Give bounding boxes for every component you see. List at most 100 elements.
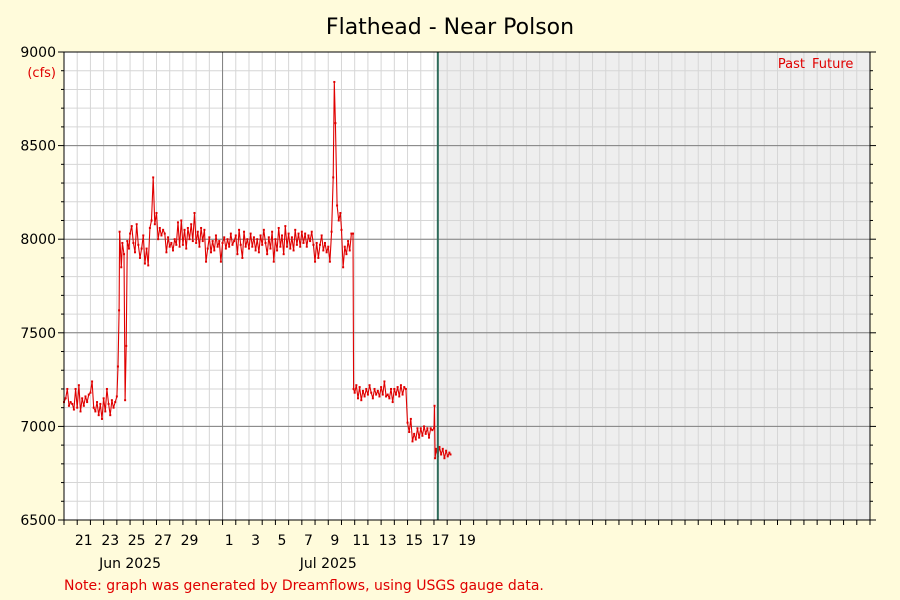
x-tick-label: 13 — [379, 533, 397, 549]
data-point — [376, 389, 379, 392]
data-point — [419, 427, 422, 430]
data-point — [269, 247, 272, 250]
data-point — [279, 245, 282, 248]
data-point — [155, 211, 158, 214]
data-point — [181, 243, 184, 246]
data-point — [355, 384, 358, 387]
data-point — [305, 245, 308, 248]
future-label: Future — [812, 57, 853, 72]
minor-grid — [63, 51, 871, 521]
data-point — [391, 401, 394, 404]
data-point — [178, 245, 181, 248]
data-point — [440, 453, 443, 456]
data-point — [423, 425, 426, 428]
data-point — [304, 232, 307, 235]
data-point — [234, 234, 237, 237]
data-point — [426, 427, 429, 430]
data-point — [188, 238, 191, 241]
data-point — [241, 256, 244, 259]
data-point — [244, 245, 247, 248]
data-point — [132, 241, 135, 244]
data-point — [116, 365, 119, 368]
data-point — [262, 228, 265, 231]
data-point — [64, 397, 67, 400]
data-point — [76, 406, 79, 409]
data-point — [438, 445, 441, 448]
data-point — [150, 219, 153, 222]
data-point — [77, 384, 80, 387]
data-point — [431, 429, 434, 432]
data-point — [193, 211, 196, 214]
data-point — [123, 253, 126, 256]
data-point — [72, 408, 75, 411]
data-point — [226, 238, 229, 241]
chart-title: Flathead - Near Polson — [326, 15, 574, 40]
data-point — [261, 243, 264, 246]
data-point — [336, 204, 339, 207]
x-tick-label: 23 — [101, 533, 119, 549]
y-tick-label: 7500 — [20, 326, 56, 342]
data-point — [236, 253, 239, 256]
data-point — [281, 234, 284, 237]
data-point — [315, 241, 318, 244]
data-point — [434, 457, 437, 460]
y-tick-label: 8000 — [20, 232, 56, 248]
data-point — [102, 397, 105, 400]
data-point — [158, 226, 161, 229]
data-point — [251, 245, 254, 248]
data-point — [67, 404, 70, 407]
y-tick-label: 7000 — [20, 419, 56, 435]
data-point — [386, 393, 389, 396]
data-point — [170, 241, 173, 244]
data-point — [125, 344, 128, 347]
data-point — [271, 230, 274, 233]
data-point — [358, 386, 361, 389]
data-point — [378, 395, 381, 398]
data-point — [152, 176, 155, 179]
data-point — [287, 232, 290, 235]
data-point — [300, 230, 303, 233]
data-point — [284, 225, 287, 228]
data-point — [373, 387, 376, 390]
x-tick-label: 5 — [278, 533, 287, 549]
data-point — [328, 260, 331, 263]
data-point — [404, 387, 407, 390]
data-point — [243, 230, 246, 233]
data-point — [195, 241, 198, 244]
data-point — [332, 176, 335, 179]
data-point — [218, 240, 221, 243]
data-point — [89, 391, 92, 394]
data-point — [448, 451, 451, 454]
data-point — [277, 226, 280, 229]
data-point — [84, 395, 87, 398]
data-point — [295, 243, 298, 246]
data-point — [82, 404, 85, 407]
data-point — [432, 427, 435, 430]
data-point — [314, 260, 317, 263]
data-point — [121, 241, 124, 244]
x-tick-label: 29 — [181, 533, 199, 549]
data-point — [186, 226, 189, 229]
data-point — [267, 236, 270, 239]
data-point — [190, 223, 193, 226]
data-point — [347, 240, 350, 243]
data-point — [172, 249, 175, 252]
data-point — [414, 438, 417, 441]
data-point — [401, 393, 404, 396]
data-point — [200, 226, 203, 229]
data-point — [81, 397, 84, 400]
data-point — [163, 232, 166, 235]
data-point — [394, 393, 397, 396]
data-point — [134, 251, 137, 254]
data-point — [365, 387, 368, 390]
data-point — [408, 431, 411, 434]
data-point — [100, 417, 103, 420]
data-point — [74, 387, 77, 390]
data-point — [370, 391, 373, 394]
data-point — [196, 230, 199, 233]
data-point — [375, 393, 378, 396]
data-point — [147, 264, 150, 267]
data-point — [282, 253, 285, 256]
x-tick-label: 25 — [128, 533, 146, 549]
data-point — [231, 243, 234, 246]
